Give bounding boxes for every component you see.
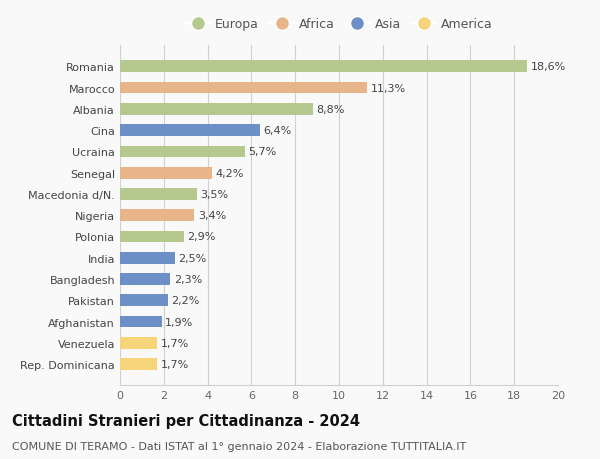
Bar: [120, 83, 367, 94]
Bar: [120, 295, 168, 307]
Text: 1,7%: 1,7%: [161, 338, 189, 348]
Text: 6,4%: 6,4%: [263, 126, 292, 136]
Bar: [120, 146, 245, 158]
Bar: [120, 337, 157, 349]
Bar: [120, 189, 197, 200]
Text: 1,9%: 1,9%: [165, 317, 193, 327]
Text: 2,5%: 2,5%: [178, 253, 206, 263]
Text: 2,2%: 2,2%: [172, 296, 200, 306]
Text: 2,9%: 2,9%: [187, 232, 215, 242]
Text: COMUNE DI TERAMO - Dati ISTAT al 1° gennaio 2024 - Elaborazione TUTTITALIA.IT: COMUNE DI TERAMO - Dati ISTAT al 1° genn…: [12, 441, 466, 451]
Bar: [120, 274, 170, 285]
Text: 8,8%: 8,8%: [316, 105, 344, 115]
Text: 18,6%: 18,6%: [530, 62, 566, 72]
Text: 3,5%: 3,5%: [200, 190, 228, 200]
Bar: [120, 125, 260, 137]
Bar: [120, 231, 184, 243]
Legend: Europa, Africa, Asia, America: Europa, Africa, Asia, America: [185, 18, 493, 31]
Bar: [120, 316, 161, 328]
Bar: [120, 168, 212, 179]
Text: 5,7%: 5,7%: [248, 147, 277, 157]
Text: 3,4%: 3,4%: [198, 211, 226, 221]
Bar: [120, 104, 313, 116]
Bar: [120, 62, 527, 73]
Bar: [120, 252, 175, 264]
Bar: [120, 358, 157, 370]
Text: 4,2%: 4,2%: [215, 168, 244, 178]
Text: 2,3%: 2,3%: [173, 274, 202, 285]
Text: 11,3%: 11,3%: [371, 84, 406, 93]
Bar: [120, 210, 194, 222]
Text: 1,7%: 1,7%: [161, 359, 189, 369]
Text: Cittadini Stranieri per Cittadinanza - 2024: Cittadini Stranieri per Cittadinanza - 2…: [12, 413, 360, 428]
